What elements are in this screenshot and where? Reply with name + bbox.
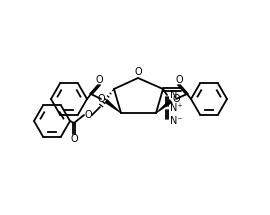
Text: N⁺: N⁺ — [170, 103, 183, 113]
Text: O: O — [70, 134, 78, 144]
Text: O: O — [134, 67, 142, 77]
Text: N⁻: N⁻ — [170, 116, 183, 126]
Text: N: N — [170, 90, 177, 100]
Text: O: O — [172, 94, 180, 104]
Polygon shape — [105, 100, 121, 113]
Text: O: O — [95, 75, 103, 85]
Text: O: O — [97, 94, 105, 104]
Text: O: O — [84, 110, 92, 120]
Polygon shape — [156, 100, 172, 113]
Text: O: O — [175, 75, 183, 85]
